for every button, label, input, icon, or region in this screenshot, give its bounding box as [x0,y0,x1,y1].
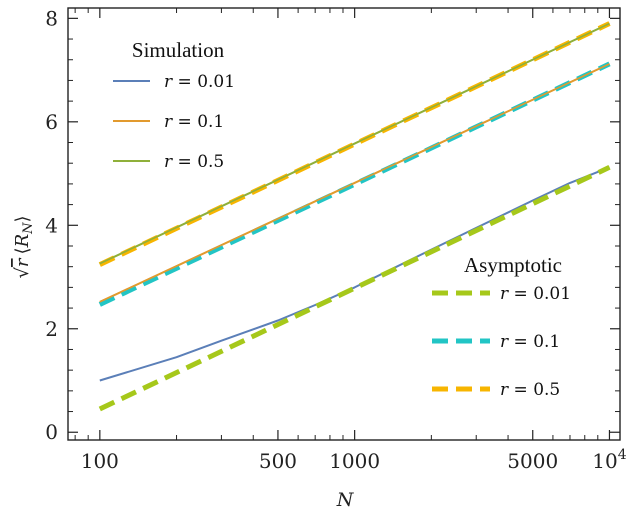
sqrt-sign: √ [12,267,33,279]
legend-entry-label: r = 0.1 [164,112,224,132]
y-tick-label: 0 [45,420,58,444]
y-axis-label: √r ⟨RN⟩ [12,215,36,278]
angle-open: ⟨ [12,247,33,254]
axes: 100 500 1000 5000 104 0 2 4 6 8 [45,6,626,473]
legend-entry-label: r = 0.5 [500,380,560,400]
simulation-line-overlay-1 [99,63,610,303]
simulation-line-overlay-2 [99,22,610,265]
y-tick-label: 8 [45,6,58,30]
legend-asymptotic: Asymptotic r = 0.01 r = 0.1 r = 0.5 [432,253,571,400]
series-layer [98,21,611,412]
y-tick-label: 4 [45,213,58,237]
legend-entry-label: r = 0.01 [500,284,571,304]
n-subscript: N [21,222,36,235]
legend-entry-label: r = 0.5 [164,152,224,172]
plot-frame [67,7,621,441]
legend-entry-label: r = 0.1 [500,332,560,352]
x-axis-label: N [336,489,355,511]
plot-border [67,7,621,441]
x-tick-label: 5000 [507,449,558,473]
legend-title: Simulation [132,38,225,62]
asymptotic-line-3 [98,165,611,412]
simulation-line-0 [99,166,610,382]
x-tick-label: 100 [81,449,119,473]
x-tick-label: 1000 [329,449,380,473]
angle-close: ⟩ [12,215,33,222]
x-tick-label: 500 [259,449,297,473]
legend-title: Asymptotic [464,253,562,277]
r-symbol: r [12,257,33,267]
r-n-symbol: R [12,234,33,249]
y-tick-label: 2 [45,317,58,341]
legend-entry-label: r = 0.01 [164,72,235,92]
x-tick-label: 104 [592,447,626,473]
svg-text:√r⟨RN⟩: √r ⟨RN⟩ [12,215,36,278]
legend-simulation: Simulation r = 0.01 r = 0.1 r = 0.5 [113,38,235,172]
y-tick-label: 6 [45,110,58,134]
